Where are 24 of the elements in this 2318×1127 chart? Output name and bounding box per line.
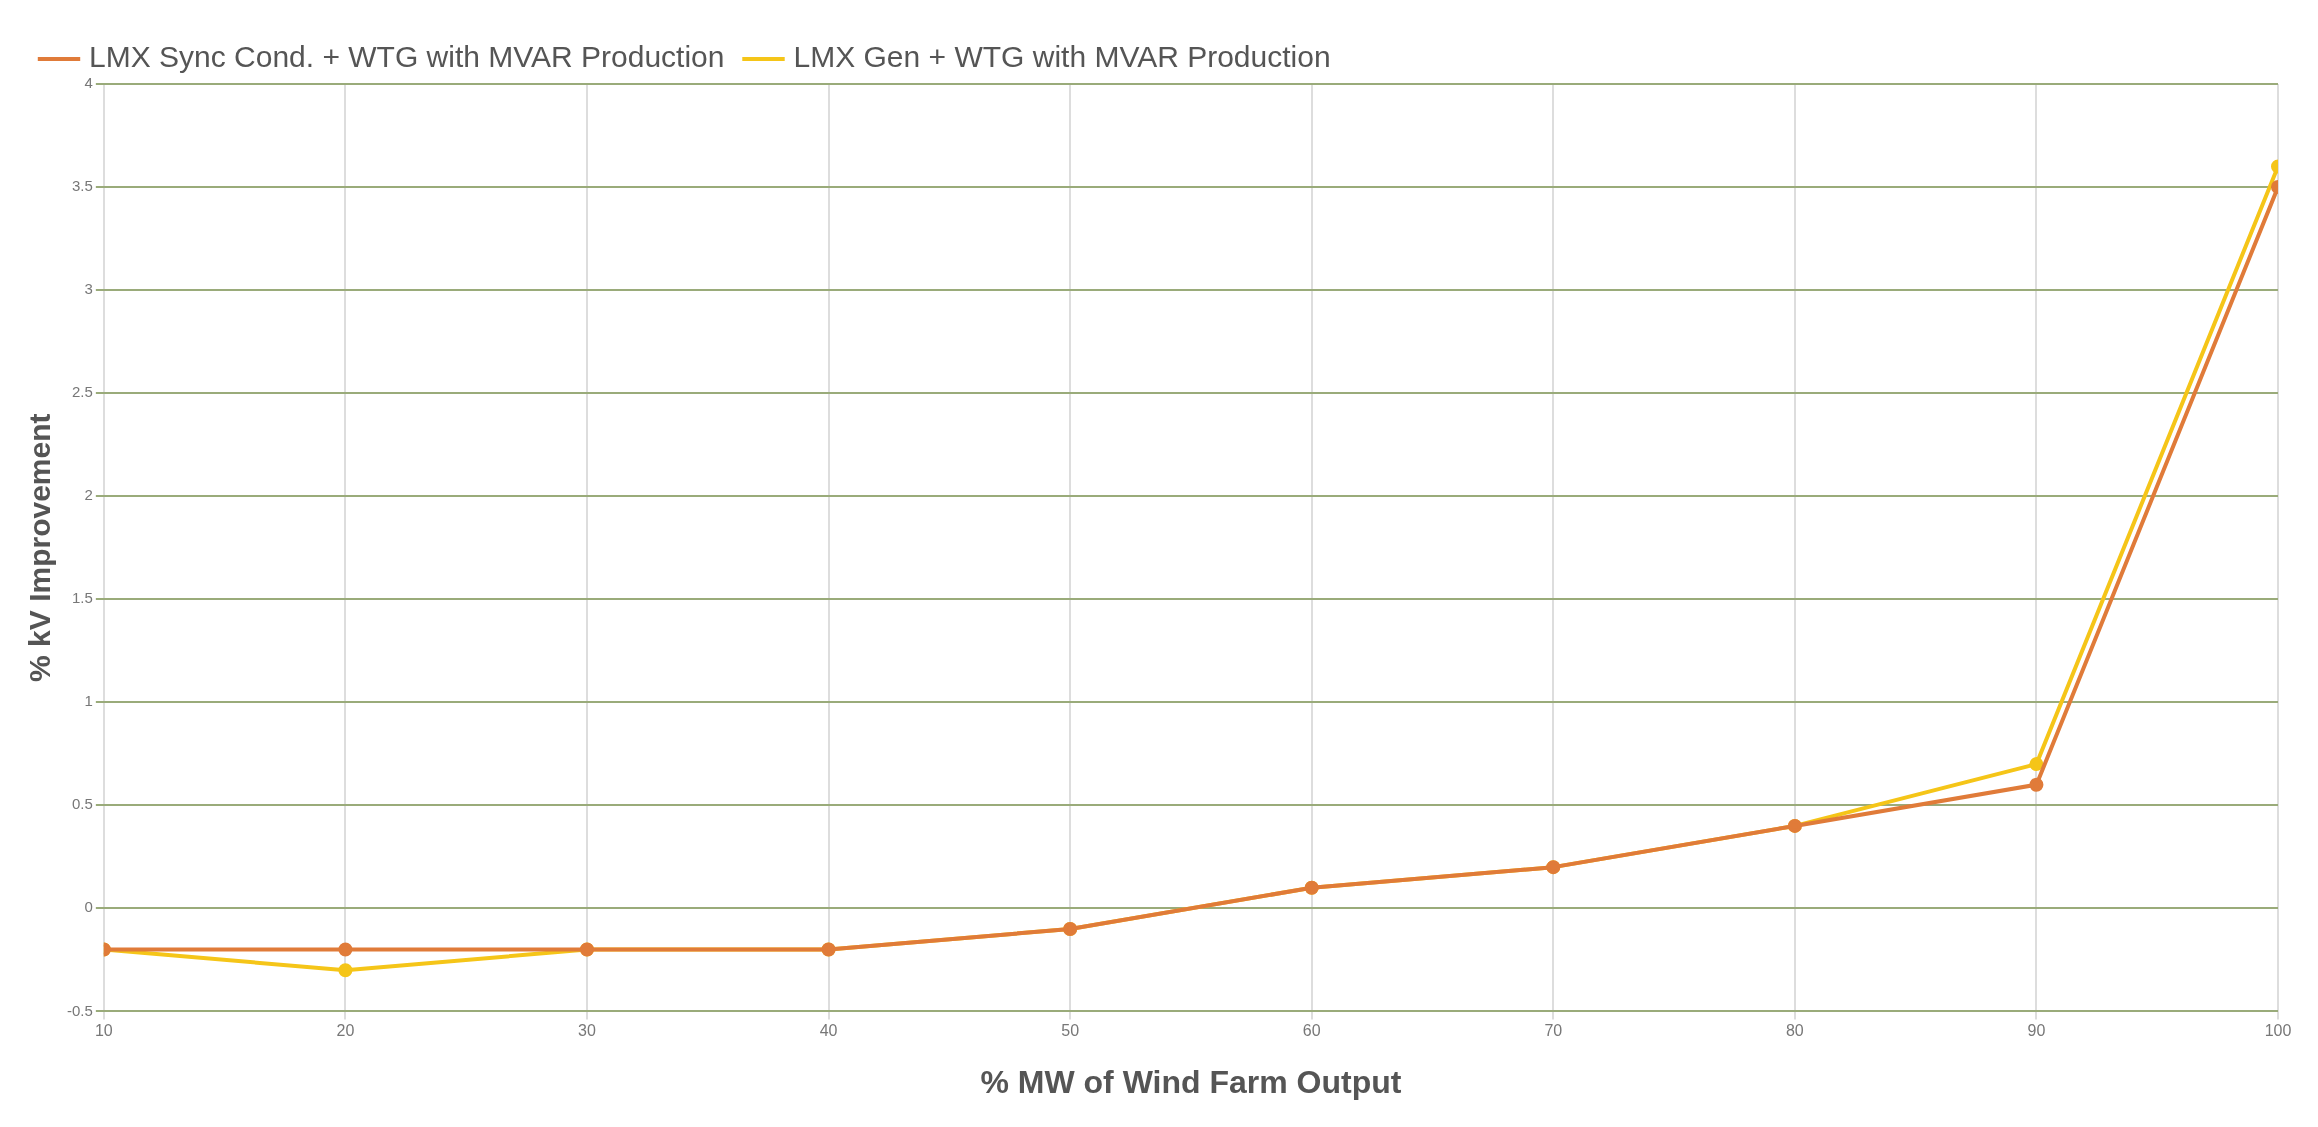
y-tick-label: 0 <box>84 898 93 916</box>
y-tick-label: 1 <box>84 692 93 710</box>
x-tick-label: 80 <box>1785 1022 1804 1040</box>
legend-label: LMX Sync Cond. + WTG with MVAR Production <box>89 40 725 74</box>
x-tick-label: 60 <box>1302 1022 1321 1040</box>
x-axis-title: % MW of Wind Farm Output <box>980 1063 1402 1100</box>
x-tick-label: 10 <box>94 1022 113 1040</box>
y-tick-label: 3 <box>84 280 93 298</box>
y-tick-label: -0.5 <box>66 1001 93 1019</box>
y-tick-label: 3.5 <box>71 177 93 195</box>
x-tick-label: 50 <box>1061 1022 1080 1040</box>
x-tick-label: 40 <box>819 1022 838 1040</box>
y-tick-label: 2.5 <box>71 383 93 401</box>
y-tick-label: 0.5 <box>71 795 93 813</box>
y-axis-title: % kV Improvement <box>23 413 57 682</box>
legend-label: LMX Gen + WTG with MVAR Production <box>793 40 1331 74</box>
x-tick-label: 30 <box>578 1022 596 1040</box>
y-tick-label: 4 <box>84 74 93 92</box>
x-tick-label: 70 <box>1544 1022 1563 1040</box>
y-tick-label: 1.5 <box>71 589 93 607</box>
x-tick-label: 20 <box>336 1022 355 1040</box>
y-tick-label: 2 <box>84 486 93 504</box>
x-tick-label: 90 <box>2027 1022 2046 1040</box>
x-tick-label: 100 <box>2264 1022 2292 1040</box>
